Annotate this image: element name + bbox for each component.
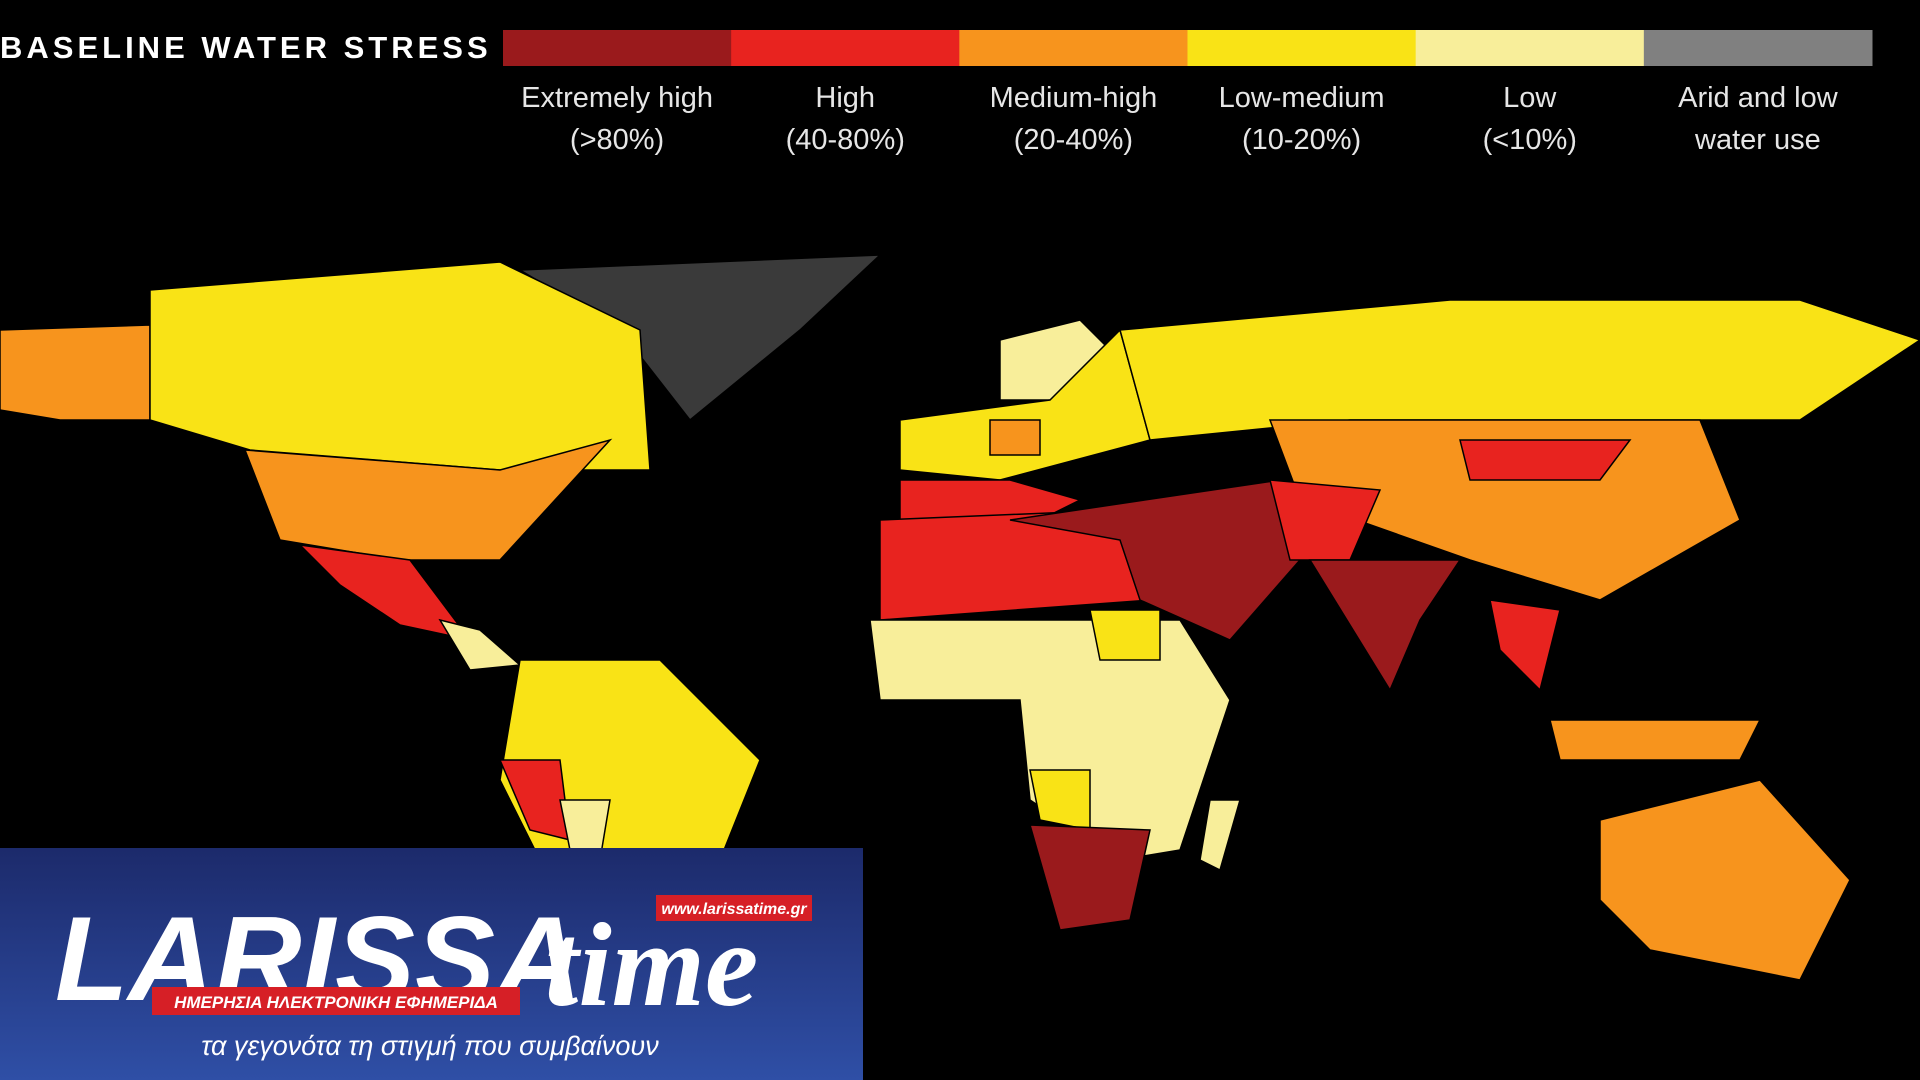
legend-label: Low: [1503, 82, 1557, 114]
logo-tagline: τα γεγονότα τη στιγμή που συμβαίνουν: [201, 1031, 659, 1061]
url-box: [656, 895, 812, 921]
region: [1009, 479, 1301, 641]
region: [297, 543, 472, 642]
legend-label: (20-40%): [1014, 124, 1133, 156]
logo-subtitle: ΗΜΕΡΗΣΙΑ ΗΛΕΚΤΡΟΝΙΚΗ ΕΦΗΜΕΡΙΔΑ: [174, 993, 498, 1012]
subtitle-box: [152, 987, 520, 1015]
region: [0, 324, 151, 421]
region: [243, 438, 613, 561]
region: [899, 479, 1083, 521]
legend-swatch: [731, 30, 960, 66]
region: [1089, 609, 1161, 661]
world-map: [0, 254, 1920, 1002]
legend-swatch: [1187, 30, 1417, 66]
region: [1489, 599, 1561, 692]
legend-swatch: [1415, 30, 1645, 66]
map-title: BASELINE WATER STRESS: [0, 30, 492, 65]
region: [1459, 439, 1632, 481]
legend-label: Arid and low: [1678, 82, 1839, 114]
legend-label: Extremely high: [521, 82, 713, 114]
legend-swatch: [1643, 30, 1873, 66]
region: [869, 619, 1231, 861]
region: [1308, 559, 1462, 692]
region: [438, 618, 522, 671]
legend-swatch: [503, 30, 732, 66]
logo-url: www.larissatime.gr: [661, 901, 807, 918]
legend-swatch: [959, 30, 1188, 66]
region: [1199, 799, 1241, 872]
legend-label: (10-20%): [1242, 124, 1361, 156]
legend-label: (<10%): [1483, 124, 1577, 156]
region: [1029, 769, 1091, 831]
region: [989, 419, 1041, 456]
legend-label: High: [815, 82, 875, 114]
legend-label: (>80%): [570, 124, 664, 156]
legend-label: Medium-high: [990, 82, 1158, 114]
legend-label: (40-80%): [786, 124, 905, 156]
legend-label: Low-medium: [1219, 82, 1385, 114]
logo-background: [0, 848, 863, 1080]
legend: Extremely high (>80%) High (40-80%) Medium-h…: [503, 30, 1873, 156]
logo: LARISSA time www.larissatime.gr ΗΜΕΡΗΣΙΑ…: [0, 848, 863, 1080]
region: [1599, 779, 1851, 981]
region: [1549, 719, 1762, 761]
region: [1269, 479, 1382, 561]
region: [1028, 824, 1151, 931]
region: [1119, 299, 1920, 441]
legend-label: water use: [1694, 124, 1821, 156]
